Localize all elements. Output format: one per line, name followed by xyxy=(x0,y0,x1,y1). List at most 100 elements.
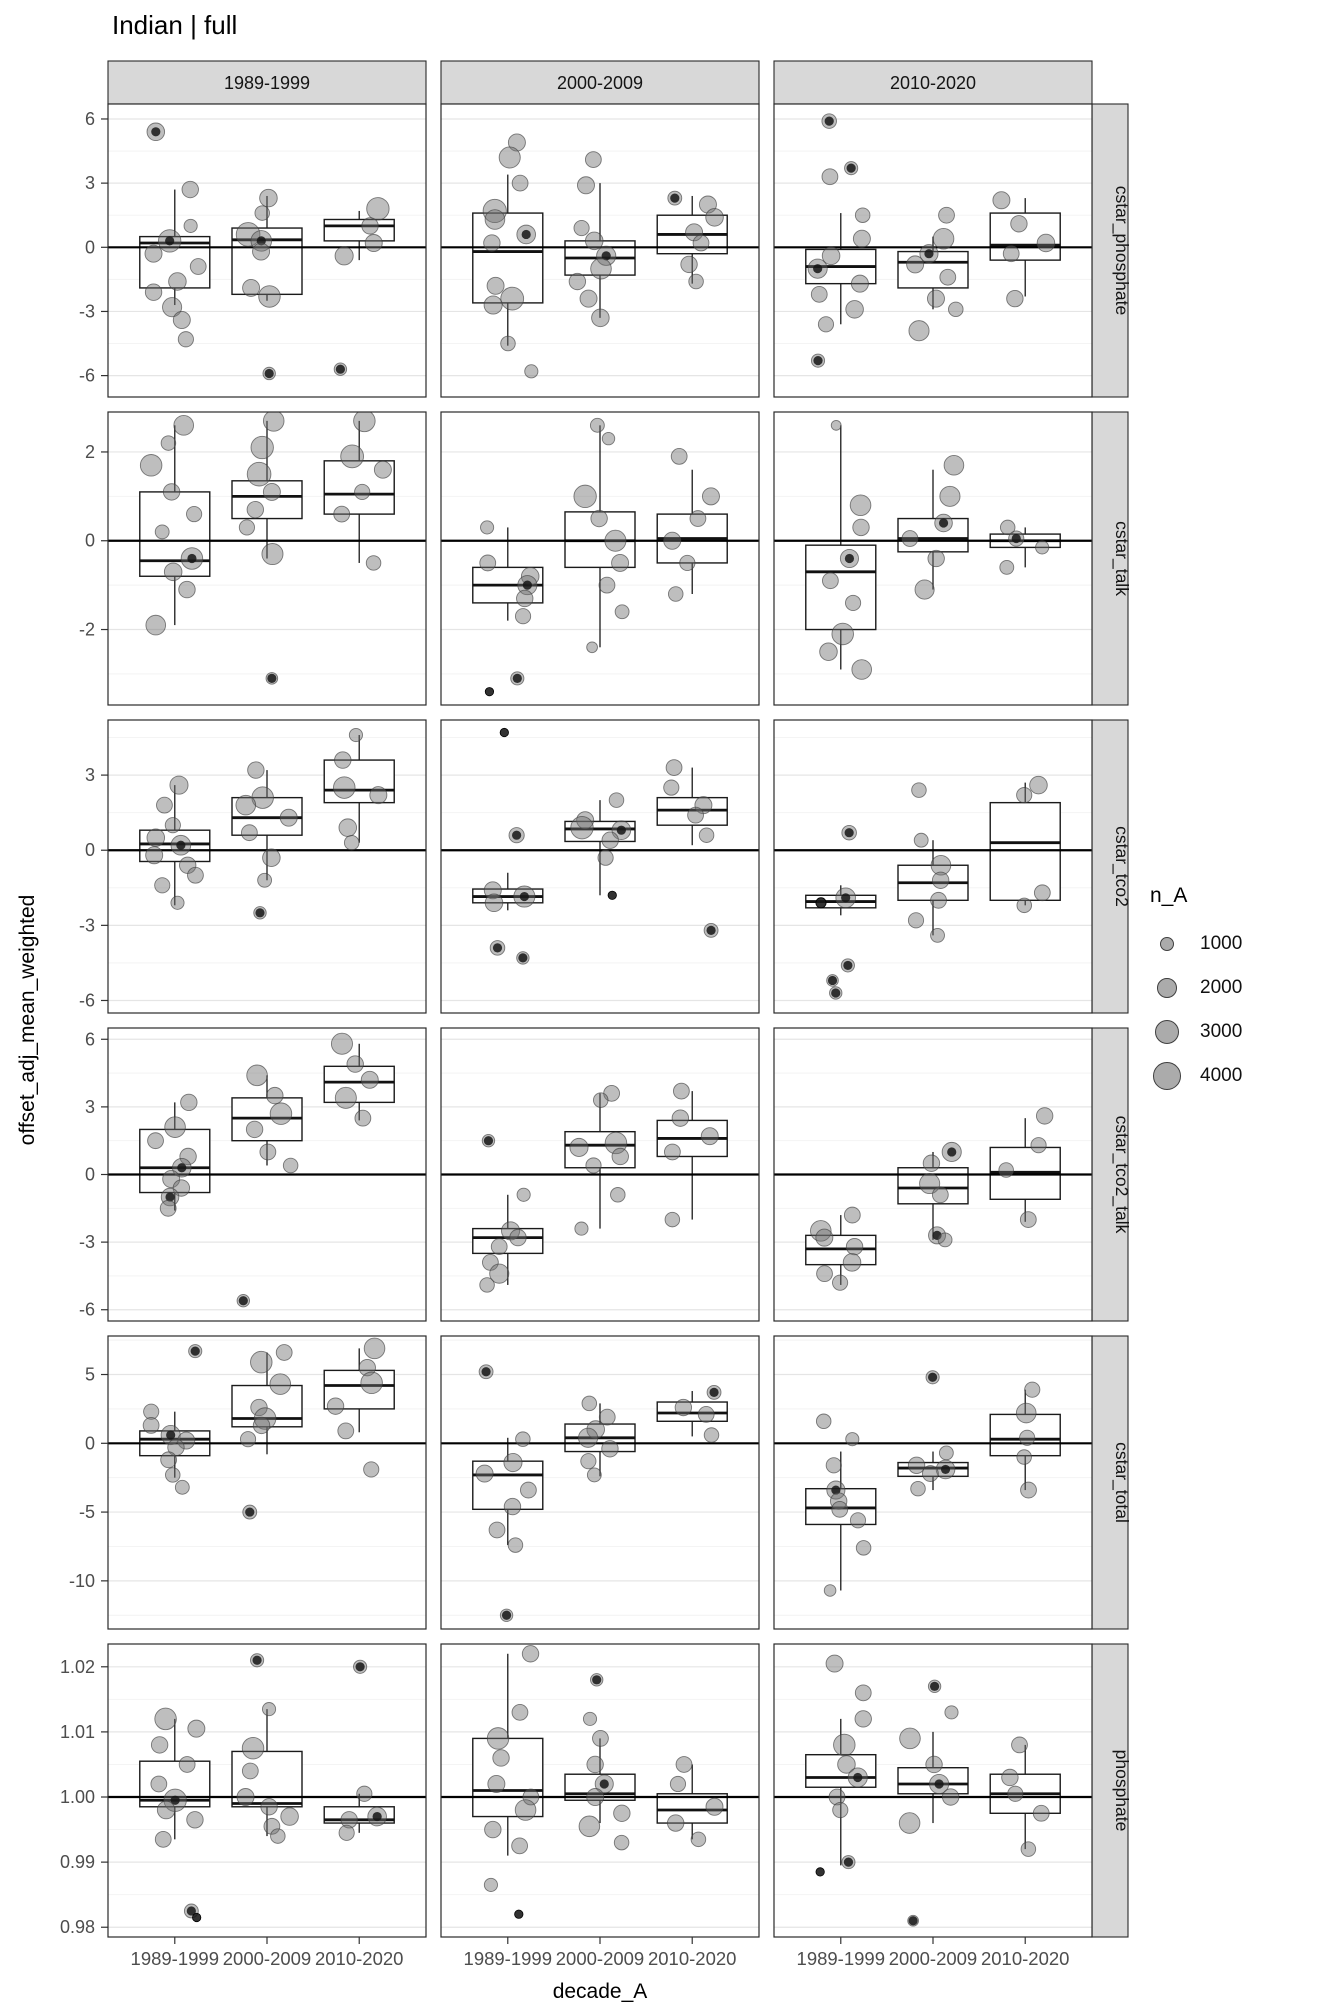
jitter-point xyxy=(613,1834,630,1851)
jitter-point-dark-center xyxy=(165,1192,175,1202)
jitter-point xyxy=(614,604,630,620)
jitter-point xyxy=(515,1431,531,1447)
jitter-point xyxy=(580,1453,597,1470)
jitter-point xyxy=(241,1762,259,1780)
y-tick-label: -6 xyxy=(79,990,95,1010)
jitter-point xyxy=(503,1453,523,1473)
jitter-point xyxy=(181,180,199,199)
jitter-point xyxy=(698,827,715,843)
points-layer xyxy=(479,1082,719,1293)
jitter-point-dark-center xyxy=(947,1147,957,1157)
y-tick-label: -3 xyxy=(79,301,95,321)
jitter-point xyxy=(270,1828,286,1844)
jitter-point xyxy=(901,530,919,547)
jitter-point xyxy=(664,1211,681,1228)
jitter-point xyxy=(169,775,189,795)
jitter-point xyxy=(851,659,872,680)
jitter-point-dark-center xyxy=(190,1346,200,1356)
points-layer xyxy=(810,1107,1054,1291)
jitter-point xyxy=(854,1684,872,1702)
boxes-layer xyxy=(472,425,728,648)
jitter-point xyxy=(156,1800,176,1820)
jitter-point xyxy=(837,1755,856,1774)
panel-border xyxy=(440,719,760,1014)
panel-border xyxy=(107,103,427,398)
jitter-point xyxy=(150,1775,168,1793)
jitter-point xyxy=(1002,245,1020,263)
jitter-point-dark-center xyxy=(521,229,531,240)
jitter-point xyxy=(922,1465,939,1482)
legend-swatch xyxy=(1150,1019,1184,1045)
jitter-point xyxy=(908,320,930,342)
jitter-point xyxy=(235,222,261,247)
jitter-point xyxy=(586,1467,602,1483)
jitter-point xyxy=(1010,215,1028,233)
jitter-point xyxy=(907,912,925,929)
jitter-point xyxy=(998,1162,1014,1178)
jitter-point xyxy=(671,1109,690,1127)
jitter-point xyxy=(168,272,187,291)
jitter-point xyxy=(246,500,264,519)
jitter-point xyxy=(608,792,625,808)
jitter-point xyxy=(825,1654,844,1673)
y-tick-label: 0 xyxy=(85,1433,95,1453)
jitter-point xyxy=(999,559,1015,575)
jitter-point xyxy=(257,872,273,888)
points-layer xyxy=(819,419,1050,680)
jitter-point-dark-center xyxy=(255,908,265,918)
jitter-point xyxy=(906,255,925,274)
jitter-point xyxy=(1019,1429,1036,1446)
jitter-point xyxy=(498,146,521,169)
jitter-point xyxy=(144,283,163,301)
y-tick-label: 3 xyxy=(85,765,95,785)
jitter-point xyxy=(663,779,680,796)
panel-border xyxy=(773,1335,1093,1630)
jitter-point xyxy=(238,519,255,536)
legend-item: 2000 xyxy=(1150,966,1242,1010)
jitter-point xyxy=(992,191,1011,210)
y-tick-label: -6 xyxy=(79,366,95,386)
jitter-point xyxy=(366,197,390,221)
jitter-point-dark xyxy=(484,687,495,697)
jitter-point xyxy=(680,255,698,274)
y-tick-label: -10 xyxy=(69,1571,95,1591)
jitter-point xyxy=(266,1086,284,1105)
jitter-point-dark-center xyxy=(492,943,503,953)
legend-circle-icon xyxy=(1160,937,1174,951)
facet-row-strip xyxy=(1091,103,1129,398)
jitter-point xyxy=(941,1788,960,1806)
jitter-point-dark-center xyxy=(843,1857,854,1867)
boxplot-box xyxy=(897,1767,969,1795)
jitter-point xyxy=(831,1500,849,1518)
jitter-point xyxy=(582,1711,598,1726)
jitter-point xyxy=(241,824,258,842)
jitter-point xyxy=(944,1705,959,1720)
jitter-point-dark xyxy=(192,1912,202,1923)
jitter-point-dark-center xyxy=(940,1464,951,1475)
facet-column-label: 2000-2009 xyxy=(557,73,643,93)
jitter-point-dark-center xyxy=(483,1136,494,1146)
panel-border xyxy=(773,1027,1093,1322)
jitter-point xyxy=(927,549,945,568)
jitter-point xyxy=(262,482,281,501)
jitter-point xyxy=(364,234,383,252)
jitter-point xyxy=(242,278,261,297)
jitter-point xyxy=(1032,1804,1050,1822)
boxplot-box xyxy=(323,218,395,242)
jitter-point xyxy=(154,1830,172,1848)
y-tick-label: 0 xyxy=(85,531,95,551)
jitter-point-dark-center xyxy=(616,825,626,835)
jitter-point xyxy=(697,1406,715,1423)
jitter-point xyxy=(338,818,358,837)
y-tick-label: -2 xyxy=(79,620,95,640)
jitter-point xyxy=(601,431,616,446)
jitter-point xyxy=(914,579,935,600)
jitter-point xyxy=(363,1461,380,1478)
jitter-point xyxy=(852,229,871,248)
jitter-point xyxy=(822,572,839,590)
jitter-point xyxy=(484,1820,502,1839)
jitter-point xyxy=(338,1824,355,1841)
jitter-point xyxy=(852,518,870,537)
jitter-point xyxy=(279,808,298,827)
jitter-point xyxy=(162,297,183,318)
